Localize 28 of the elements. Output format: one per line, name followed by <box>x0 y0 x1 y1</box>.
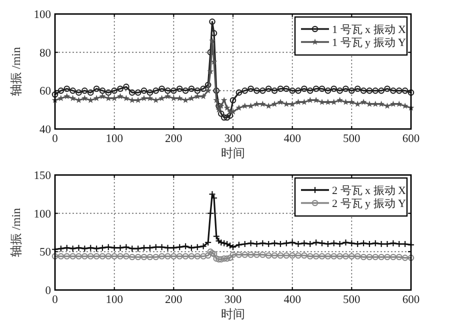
legend-label: 2 号瓦 y 振动 Y <box>332 198 406 210</box>
x-tick-label: 100 <box>106 294 124 306</box>
y-tick-label: 100 <box>34 9 52 21</box>
legend-label: 1 号瓦 y 振动 Y <box>332 37 406 49</box>
x-tick-label: 200 <box>165 294 183 306</box>
legend-label: 2 号瓦 x 振动 X <box>332 185 406 197</box>
y-axis-title: 轴振 /min <box>9 46 23 96</box>
x-tick-label: 500 <box>343 133 361 145</box>
x-tick-label: 400 <box>284 294 302 306</box>
y-axis-title: 轴振 /min <box>9 208 23 258</box>
x-tick-label: 500 <box>343 294 361 306</box>
x-tick-label: 300 <box>224 133 242 145</box>
y-tick-label: 150 <box>34 170 52 182</box>
y-tick-label: 60 <box>40 86 52 98</box>
x-tick-label: 600 <box>402 294 420 306</box>
x-tick-label: 200 <box>165 133 183 145</box>
y-tick-label: 0 <box>45 285 52 297</box>
x-tick-label: 400 <box>284 133 302 145</box>
x-axis-title: 时间 <box>221 146 245 160</box>
y-tick-label: 40 <box>40 124 52 136</box>
x-tick-label: 300 <box>224 294 242 306</box>
x-tick-label: 600 <box>402 133 420 145</box>
y-tick-label: 80 <box>40 47 52 60</box>
y-tick-label: 100 <box>34 208 52 220</box>
x-tick-label: 100 <box>106 133 124 145</box>
x-axis-title: 时间 <box>221 307 245 321</box>
y-tick-label: 50 <box>40 246 52 259</box>
legend-label: 1 号瓦 x 振动 X <box>332 24 406 36</box>
